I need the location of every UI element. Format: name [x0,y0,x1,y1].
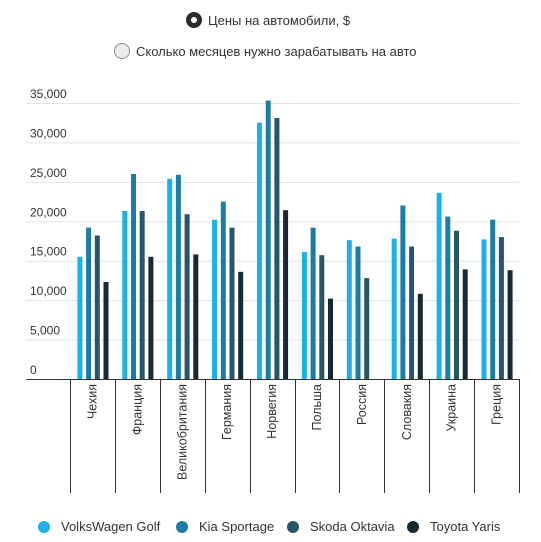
bar [400,205,406,379]
bar [498,237,504,379]
radio-unselected-icon[interactable] [114,43,130,59]
bar [148,256,154,379]
bar [445,216,451,379]
bar [355,246,361,379]
bar [310,227,316,379]
legend-item[interactable]: Kia Sportage [176,519,274,534]
bar [257,122,262,379]
bar [175,174,181,379]
x-tick-label: Россия [355,384,369,425]
bar [212,219,218,379]
legend-label: Toyota Yaris [430,519,501,534]
y-tick-label: 5,000 [30,324,60,338]
x-tick-label: Германия [220,384,234,440]
legend-label: VolksWagen Golf [61,519,161,534]
legend-dot-icon [176,520,188,533]
bar [103,282,109,379]
y-tick-label: 30,000 [30,126,67,140]
bar [139,211,145,379]
bar [265,100,271,379]
y-tick-label: 10,000 [30,284,67,298]
bar [86,227,92,379]
bar [94,235,100,379]
legend-dot-icon [38,520,50,533]
bars [77,100,513,379]
radio-option-prices-label: Цены на автомобили, $ [208,12,351,28]
bar [481,239,487,379]
x-tick-label: Словакия [400,384,414,440]
bar [184,214,190,379]
bar [229,227,235,379]
x-axis-tick-labels: Чехия Франция Великобритания Германия Норвег… [85,384,503,480]
bar [490,219,496,379]
bar [507,270,513,379]
bar [454,230,459,379]
bar [122,211,128,379]
x-tick-label: Чехия [85,384,99,419]
bar [238,271,244,379]
y-tick-label: 35,000 [30,87,67,101]
bar-chart: 0 5,000 10,000 15,000 20,000 25,000 30,000 35,0… [26,87,520,493]
y-tick-label: 25,000 [30,166,67,180]
bar [409,246,415,379]
y-tick-label: 15,000 [30,245,67,259]
radio-dot-icon [191,17,197,23]
bar [301,252,307,379]
radio-option-months[interactable]: Сколько месяцев нужно зарабатывать на ав… [114,43,417,59]
x-tick-label: Украина [445,384,459,432]
legend-label: Kia Sportage [199,519,275,534]
x-tick-label: Франция [130,384,144,435]
x-tick-label: Норвегия [265,384,279,439]
legend-dot-icon [407,520,419,533]
legend-item[interactable]: Skoda Oktavia [287,519,395,534]
bar [274,118,280,379]
radio-option-prices[interactable]: Цены на автомобили, $ [186,12,350,28]
radio-selected-icon[interactable] [186,12,202,28]
x-tick-label: Греция [490,384,504,425]
legend-dot-icon [287,520,299,533]
chart-legend: VolksWagen Golf Kia Sportage Skoda Oktavia… [0,515,541,537]
y-tick-label: 0 [30,363,37,377]
bar [436,192,442,379]
x-tick-label: Польша [310,384,324,430]
bar [283,210,289,379]
y-axis-tick-labels: 0 5,000 10,000 15,000 20,000 25,000 30,000 35,0… [30,87,67,377]
bar [220,201,226,379]
bar [319,255,325,379]
bar [193,254,199,379]
bar [391,238,397,379]
legend-item[interactable]: VolksWagen Golf [38,519,160,534]
x-tick-label: Великобритания [175,384,189,480]
bar [131,174,136,379]
legend-label: Skoda Oktavia [310,519,395,534]
radio-option-months-label: Сколько месяцев нужно зарабатывать на ав… [136,43,417,59]
bar [346,240,352,379]
bar [462,269,468,379]
bar [167,178,173,379]
bar [364,278,370,379]
bar [328,298,333,379]
bar [417,293,423,379]
y-tick-label: 20,000 [30,205,67,219]
legend-item[interactable]: Toyota Yaris [407,519,500,534]
bar [77,256,83,379]
